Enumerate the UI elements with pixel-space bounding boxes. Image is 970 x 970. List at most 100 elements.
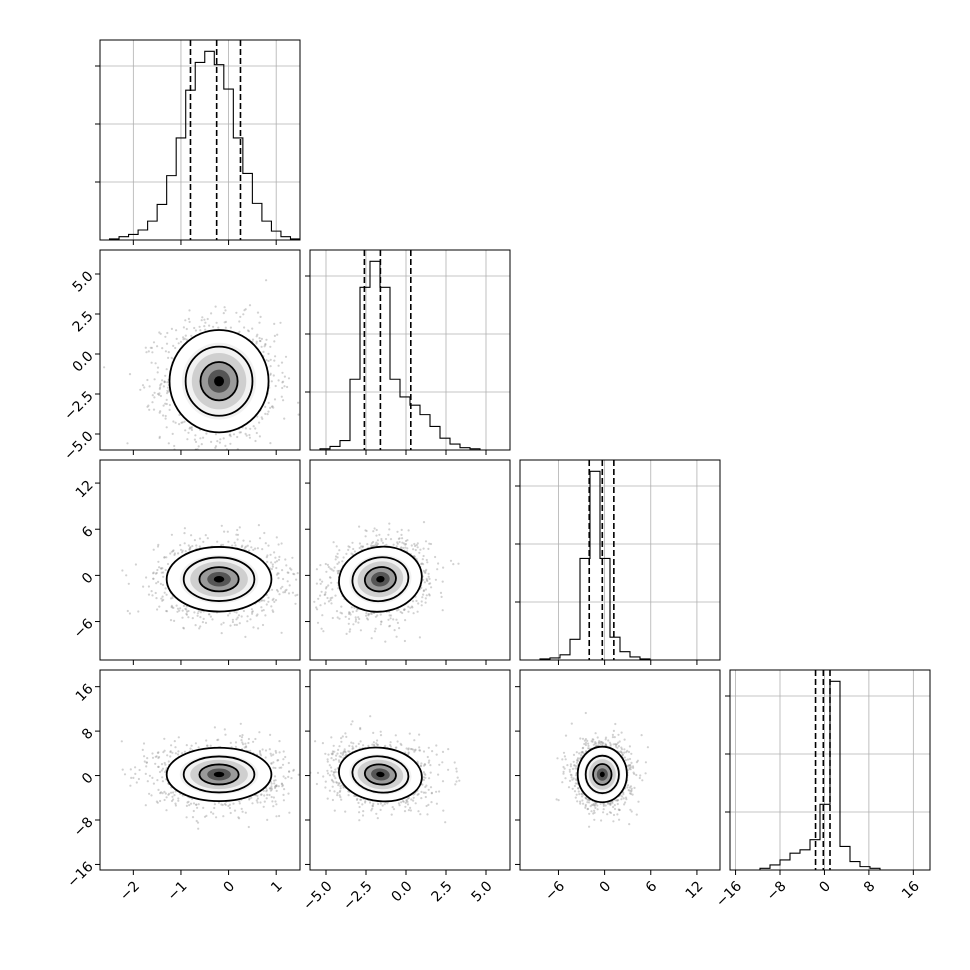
scatter-point xyxy=(181,616,184,619)
scatter-point xyxy=(156,366,160,369)
scatter-point xyxy=(165,402,168,406)
scatter-point xyxy=(172,798,175,801)
scatter-point xyxy=(323,602,326,605)
scatter-point xyxy=(169,597,173,600)
scatter-point xyxy=(247,737,250,741)
scatter-point xyxy=(266,413,269,416)
scatter-point xyxy=(165,342,169,345)
scatter-point xyxy=(223,306,226,309)
scatter-point xyxy=(396,542,399,545)
scatter-point xyxy=(242,743,245,746)
scatter-point xyxy=(172,549,175,553)
scatter-point xyxy=(181,421,184,424)
scatter-point xyxy=(429,542,433,546)
scatter-point xyxy=(313,600,316,603)
scatter-point xyxy=(274,384,277,388)
scatter-point xyxy=(374,543,377,546)
scatter-point xyxy=(250,546,253,549)
scatter-point xyxy=(269,406,272,409)
scatter-point xyxy=(182,627,185,630)
scatter-point xyxy=(327,538,329,540)
scatter-point xyxy=(188,548,191,551)
scatter-point xyxy=(162,751,165,754)
scatter-point xyxy=(153,378,156,381)
scatter-point xyxy=(294,594,297,597)
scatter-point xyxy=(428,542,431,545)
scatter-point xyxy=(195,803,198,806)
scatter-point xyxy=(238,320,241,323)
scatter-point xyxy=(288,584,291,587)
scatter-point xyxy=(174,346,177,350)
scatter-point xyxy=(336,569,339,573)
scatter-point xyxy=(351,541,354,544)
scatter-point xyxy=(198,537,202,540)
scatter-point xyxy=(401,611,404,615)
scatter-point xyxy=(175,604,178,607)
scatter-point xyxy=(304,557,306,559)
scatter-point xyxy=(424,571,427,575)
scatter-point xyxy=(193,611,196,614)
scatter-point xyxy=(265,789,268,792)
scatter-point xyxy=(345,552,348,556)
scatter-point xyxy=(184,607,187,610)
scatter-point xyxy=(165,398,168,401)
scatter-point xyxy=(264,342,267,346)
scatter-point xyxy=(159,384,162,387)
scatter-point xyxy=(254,439,257,443)
scatter-point xyxy=(426,561,429,564)
scatter-point xyxy=(240,736,244,739)
scatter-point xyxy=(164,414,167,418)
scatter-point xyxy=(372,540,375,544)
scatter-point xyxy=(278,814,281,818)
panel-frame xyxy=(99,39,301,241)
scatter-point xyxy=(374,615,377,618)
scatter-point xyxy=(152,408,156,411)
scatter-point xyxy=(365,614,368,617)
scatter-point xyxy=(422,554,425,558)
scatter-point xyxy=(150,794,153,797)
scatter-point xyxy=(331,616,334,620)
scatter-point xyxy=(283,375,286,378)
scatter-point xyxy=(150,361,153,364)
scatter-point xyxy=(199,616,202,619)
scatter-point xyxy=(400,546,403,549)
scatter-point xyxy=(148,792,151,795)
scatter-panel-2-0 xyxy=(95,459,329,665)
scatter-point xyxy=(220,524,223,527)
scatter-point xyxy=(392,618,395,621)
scatter-point xyxy=(151,594,154,597)
scatter-point xyxy=(292,572,295,576)
scatter-point xyxy=(369,612,372,615)
scatter-point xyxy=(177,552,180,555)
scatter-point xyxy=(284,589,287,592)
scatter-point xyxy=(378,533,381,536)
scatter-point xyxy=(341,560,344,563)
scatter-point xyxy=(418,551,421,554)
scatter-point xyxy=(339,611,342,614)
scatter-point xyxy=(288,770,291,773)
scatter-point xyxy=(380,620,383,623)
scatter-point xyxy=(252,548,255,552)
scatter-point xyxy=(207,613,211,616)
scatter-point xyxy=(216,540,219,543)
scatter-point xyxy=(404,539,408,543)
scatter-point xyxy=(414,548,417,552)
scatter-point xyxy=(395,609,399,612)
scatter-point xyxy=(160,567,163,570)
scatter-point xyxy=(348,630,351,633)
scatter-point xyxy=(259,339,262,343)
scatter-point xyxy=(160,450,162,452)
scatter-point xyxy=(273,334,276,337)
scatter-point xyxy=(263,345,266,348)
scatter-point xyxy=(220,632,223,635)
scatter-point xyxy=(218,441,221,444)
scatter-point xyxy=(273,359,276,362)
scatter-point xyxy=(330,602,333,605)
scatter-point xyxy=(267,544,270,547)
scatter-point xyxy=(354,618,358,621)
scatter-point xyxy=(248,433,251,437)
scatter-point xyxy=(294,602,297,605)
scatter-point xyxy=(403,639,406,643)
scatter-point xyxy=(281,784,285,787)
scatter-point xyxy=(354,616,357,619)
